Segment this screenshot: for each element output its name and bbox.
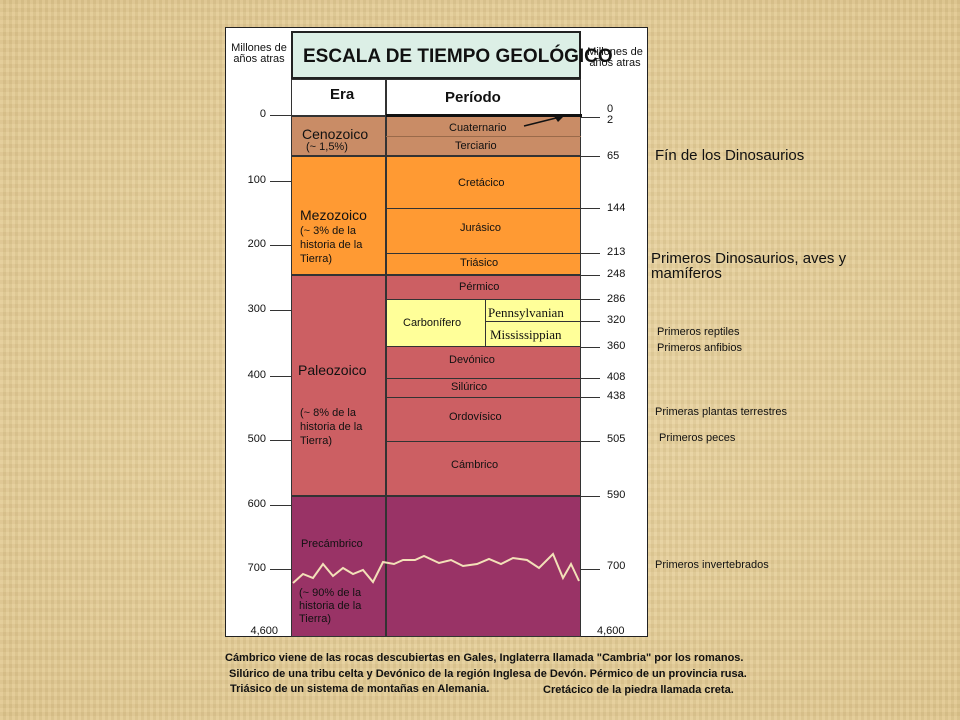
period-carboniferous-block: [386, 299, 581, 347]
period-terciario: Terciario: [455, 140, 497, 152]
left-tick-label: 700: [247, 562, 266, 574]
event-fin-dinosaurios: Fín de los Dinosaurios: [655, 147, 805, 164]
right-tick-label: 4,600: [597, 625, 625, 637]
left-tick-label: 200: [247, 238, 266, 250]
title-box: ESCALA DE TIEMPO GEOLÓGICO: [291, 31, 613, 79]
right-tick-label: 438: [607, 390, 626, 402]
right-tick-label: 65: [607, 150, 620, 162]
era-mesozoic: [291, 156, 386, 275]
left-tick-label: 400: [247, 369, 266, 381]
era-name-mesozoic: Mezozoico: [300, 207, 367, 223]
period-cretacico: Cretácico: [458, 177, 505, 189]
era-name-precambrian: Precámbrico: [301, 538, 363, 550]
era-paleozoic: [291, 275, 386, 496]
era-pct-precambrian: (~ 90% de la historia de la Tierra): [299, 587, 362, 625]
left-axis-label: Millones de años atras: [231, 42, 287, 65]
period-cuaternario: Cuaternario: [449, 122, 507, 134]
right-tick-label: 700: [607, 560, 626, 572]
footnote-triasico: Triásico de un sistema de montañas en Al…: [230, 683, 490, 695]
period-silurico: Silúrico: [451, 381, 488, 393]
period-mississippian: Mississippian: [490, 327, 562, 342]
period-mesozoic-block: [386, 156, 581, 275]
right-tick-label: 408: [607, 371, 626, 383]
right-tick-label: 248: [607, 268, 626, 280]
event-primeros-reptiles: Primeros reptiles: [657, 326, 740, 338]
era-header-label: Era: [330, 86, 355, 103]
era-pct-paleozoic: (~ 8% de la historia de la Tierra): [300, 407, 363, 447]
event-primeras-plantas: Primeras plantas terrestres: [655, 406, 788, 418]
era-name-paleozoic: Paleozoico: [298, 362, 367, 378]
period-carbonifero: Carbonífero: [403, 317, 462, 329]
period-jurasico: Jurásico: [460, 222, 501, 234]
period-permico: Pérmico: [459, 281, 500, 293]
period-ordovisico: Ordovísico: [449, 411, 502, 423]
arrow-icon: [523, 116, 564, 127]
period-cambrico: Cámbrico: [451, 459, 499, 471]
era-header: Era: [291, 79, 386, 116]
event-primeros-dinosaurios: Primeros Dinosaurios, aves y mamíferos: [651, 250, 847, 282]
left-tick-label: 4,600: [250, 625, 278, 637]
period-pennsylvanian: Pennsylvanian: [488, 305, 564, 320]
precambrian-zigzag: [292, 552, 580, 584]
era-name-cenozoic: Cenozoico: [302, 126, 369, 142]
right-tick-label: 360: [607, 340, 626, 352]
right-tick-label: 0: [607, 103, 614, 115]
left-tick-label: 100: [247, 174, 266, 186]
event-primeros-invertebrados: Primeros invertebrados: [655, 559, 769, 571]
era-cenozoic: [291, 116, 386, 156]
right-tick-label: 590: [607, 489, 626, 501]
right-tick-label: 286: [607, 293, 626, 305]
footnote-cambrico: Cámbrico viene de las rocas descubiertas…: [225, 652, 744, 664]
left-tick-label: 500: [247, 433, 266, 445]
footnote-silurico: Silúrico de una tribu celta y Devónico d…: [229, 668, 747, 680]
right-axis-label: Millones de años atras: [587, 46, 643, 69]
era-pct-mesozoic: (~ 3% de la historia de la Tierra): [300, 225, 363, 265]
period-header-label: Período: [445, 89, 501, 106]
event-primeros-anfibios: Primeros anfibios: [657, 342, 742, 354]
period-precambrian-block: [386, 496, 581, 637]
period-header: Período: [386, 79, 581, 116]
period-triasico: Triásico: [460, 257, 499, 269]
right-tick-label: 144: [607, 202, 626, 214]
right-tick-label: 213: [607, 246, 626, 258]
event-primeros-peces: Primeros peces: [659, 432, 736, 444]
left-tick-label: 300: [247, 303, 266, 315]
left-tick-label: 600: [247, 498, 266, 510]
era-pct-cenozoic: (~ 1,5%): [306, 141, 348, 153]
right-tick-label: 2: [607, 114, 614, 126]
present-line: [386, 114, 582, 117]
footnote-cretacico: Cretácico de la piedra llamada creta.: [543, 684, 734, 696]
right-tick-label: 505: [607, 433, 626, 445]
left-tick-label: 0: [259, 108, 266, 120]
era-precambrian: [291, 496, 386, 637]
chart-title: ESCALA DE TIEMPO GEOLÓGICO: [303, 46, 613, 67]
period-devonico: Devónico: [449, 354, 495, 366]
right-tick-label: 320: [607, 314, 626, 326]
